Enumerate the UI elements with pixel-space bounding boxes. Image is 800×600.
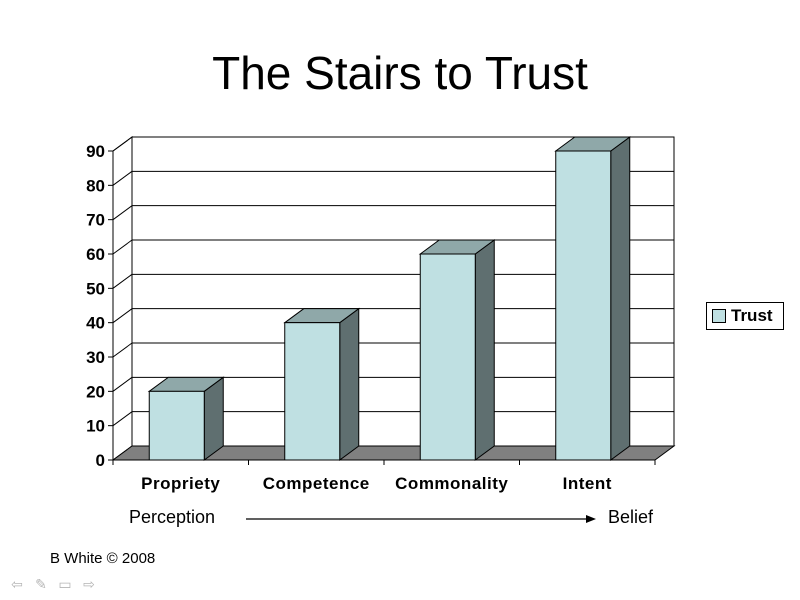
- bar-side: [474, 239, 495, 461]
- x-category-label: Propriety: [141, 474, 220, 493]
- copyright-credit: B White © 2008: [50, 550, 156, 567]
- gridline-side: [112, 273, 133, 289]
- x-category-label: Intent: [563, 474, 612, 493]
- y-tick-label: 0: [96, 451, 105, 470]
- bar-front: [419, 253, 476, 461]
- y-tick-label: 60: [86, 245, 105, 264]
- y-tick-label: 20: [86, 382, 105, 401]
- slide-title: The Stairs to Trust: [212, 47, 588, 99]
- chart-legend: Trust: [706, 302, 784, 330]
- gridline-side: [112, 376, 133, 392]
- gridline-side: [112, 411, 133, 427]
- gridline-side: [112, 308, 133, 324]
- arrow-left-icon[interactable]: ⇦: [11, 575, 23, 592]
- y-tick-label: 50: [86, 279, 105, 298]
- bar-commonality: [418, 239, 496, 461]
- legend-swatch: [712, 309, 726, 323]
- x-category-label: Commonality: [395, 474, 508, 493]
- belief-label: Belief: [608, 507, 654, 527]
- plot-side-wall: [112, 136, 133, 461]
- gridline-side: [112, 136, 133, 152]
- bar-competence: [283, 307, 361, 461]
- y-tick-label: 10: [86, 417, 105, 436]
- pen-icon[interactable]: ✎: [35, 575, 47, 592]
- x-category-label: Competence: [263, 474, 370, 493]
- bar-side: [339, 307, 360, 461]
- y-tick-label: 30: [86, 348, 105, 367]
- y-tick-label: 40: [86, 314, 105, 333]
- bar-side: [610, 136, 631, 461]
- slideshow-nav: ⇦ ✎ ▭ ⇨: [8, 576, 98, 592]
- bar-front: [555, 150, 612, 461]
- y-tick-label: 70: [86, 211, 105, 230]
- gridline-side: [112, 205, 133, 221]
- bar-front: [284, 322, 341, 461]
- y-tick-label: 80: [86, 176, 105, 195]
- perception-label: Perception: [129, 507, 216, 527]
- menu-icon[interactable]: ▭: [58, 575, 72, 592]
- gridline-side: [112, 239, 133, 255]
- progression-arrow-head: [586, 515, 596, 523]
- gridline-side: [112, 342, 133, 358]
- bar-front: [148, 390, 205, 461]
- bar-intent: [554, 136, 632, 461]
- gridline-side: [112, 170, 133, 186]
- y-tick-label: 90: [86, 142, 105, 161]
- arrow-right-icon[interactable]: ⇨: [83, 575, 95, 592]
- bar-propriety: [147, 376, 225, 461]
- legend-label: Trust: [731, 306, 773, 325]
